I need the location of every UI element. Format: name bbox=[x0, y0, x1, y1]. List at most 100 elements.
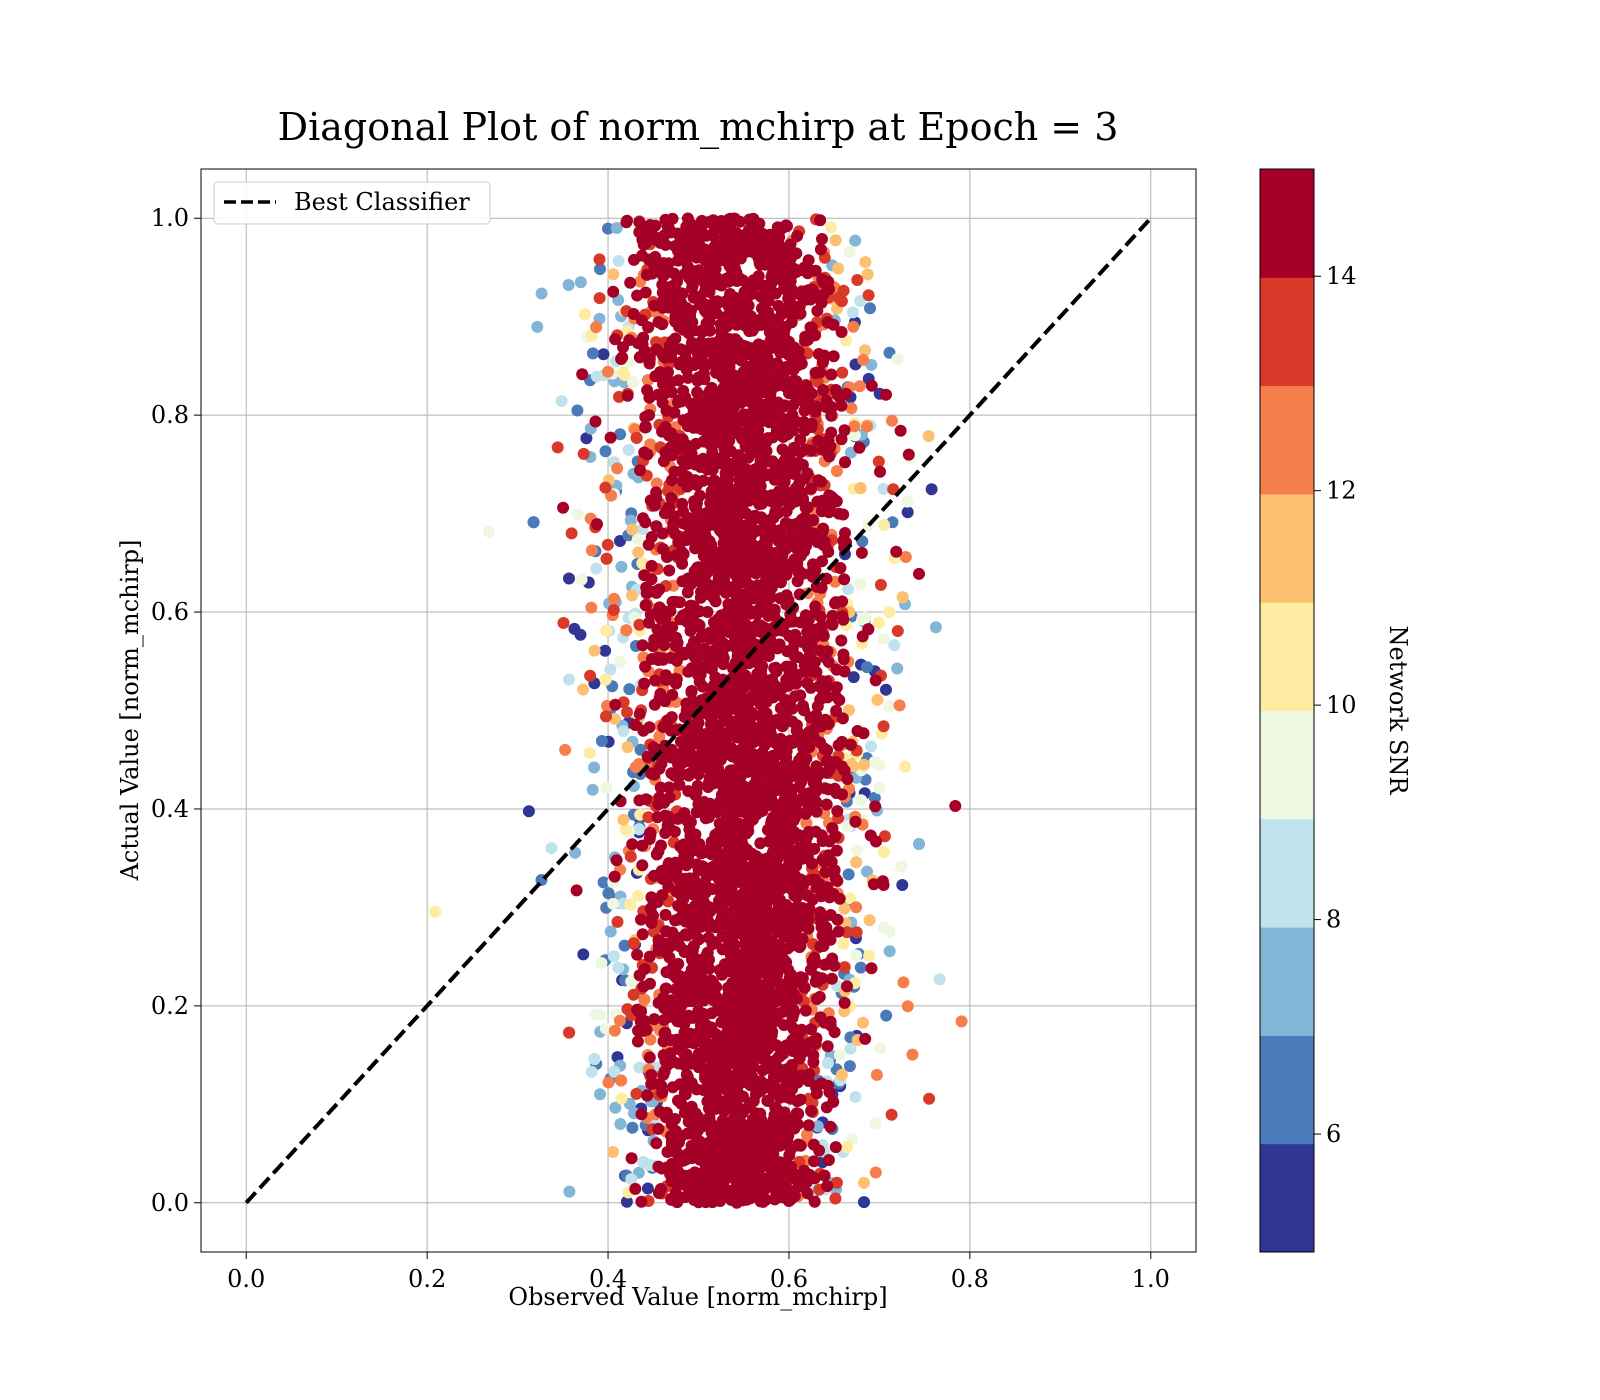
scatter-point bbox=[617, 341, 629, 354]
scatter-point bbox=[791, 1118, 804, 1131]
scatter-point bbox=[803, 741, 816, 754]
scatter-point bbox=[901, 1000, 914, 1013]
scatter-point bbox=[834, 562, 847, 574]
scatter-point bbox=[702, 578, 715, 591]
scatter-point bbox=[649, 370, 662, 383]
scatter-point bbox=[770, 770, 783, 782]
scatter-point bbox=[701, 729, 714, 742]
scatter-point bbox=[565, 527, 578, 540]
scatter-point bbox=[890, 545, 903, 558]
scatter-point bbox=[791, 726, 804, 739]
scatter-point bbox=[847, 320, 860, 333]
scatter-point bbox=[664, 376, 677, 389]
scatter-point bbox=[877, 720, 890, 733]
scatter-point bbox=[609, 698, 622, 711]
scatter-point bbox=[591, 518, 603, 531]
scatter-point bbox=[796, 567, 809, 580]
scatter-point bbox=[858, 1196, 870, 1209]
scatter-point bbox=[807, 1049, 820, 1062]
scatter-point bbox=[665, 492, 678, 504]
scatter-point bbox=[865, 740, 877, 753]
scatter-point bbox=[602, 887, 615, 900]
scatter-point bbox=[639, 225, 652, 238]
scatter-point bbox=[522, 805, 535, 818]
scatter-point bbox=[842, 868, 855, 881]
scatter-point bbox=[843, 245, 856, 258]
scatter-point bbox=[649, 674, 662, 687]
scatter-point bbox=[794, 1069, 807, 1082]
scatter-point bbox=[682, 327, 695, 340]
scatter-point bbox=[784, 876, 797, 889]
scatter-point bbox=[585, 601, 598, 614]
scatter-point bbox=[576, 368, 589, 381]
scatter-point bbox=[748, 1080, 761, 1093]
scatter-point bbox=[559, 743, 572, 756]
scatter-point bbox=[636, 639, 649, 652]
scatter-point bbox=[563, 673, 575, 686]
scatter-point bbox=[818, 1169, 831, 1182]
scatter-point bbox=[925, 483, 938, 496]
scatter-point bbox=[622, 444, 635, 456]
scatter-point bbox=[723, 434, 736, 447]
scatter-point bbox=[699, 304, 711, 317]
scatter-point bbox=[821, 316, 834, 329]
scatter-point bbox=[625, 1173, 638, 1186]
scatter-point bbox=[811, 304, 824, 317]
scatter-point bbox=[668, 825, 681, 838]
scatter-point bbox=[678, 946, 691, 958]
scatter-point bbox=[872, 616, 885, 629]
scatter-point bbox=[789, 671, 802, 684]
scatter-point bbox=[855, 794, 868, 807]
scatter-point bbox=[869, 800, 882, 813]
scatter-point bbox=[877, 632, 890, 645]
scatter-point bbox=[677, 384, 690, 397]
scatter-point bbox=[590, 562, 603, 575]
scatter-point bbox=[626, 589, 638, 602]
scatter-point bbox=[868, 756, 881, 768]
scatter-point bbox=[631, 948, 644, 961]
scatter-point bbox=[640, 793, 653, 806]
scatter-point bbox=[621, 741, 634, 754]
scatter-point bbox=[859, 256, 872, 269]
scatter-point bbox=[588, 1053, 601, 1065]
scatter-point bbox=[901, 506, 914, 519]
scatter-point bbox=[748, 589, 761, 602]
scatter-point bbox=[769, 287, 782, 300]
scatter-point bbox=[666, 474, 678, 487]
scatter-point bbox=[809, 721, 822, 734]
scatter-point bbox=[722, 694, 735, 707]
scatter-point bbox=[708, 296, 720, 309]
scatter-point bbox=[764, 758, 777, 771]
scatter-point bbox=[801, 1187, 814, 1200]
scatter-point bbox=[799, 334, 811, 347]
scatter-point bbox=[624, 276, 637, 289]
scatter-point bbox=[901, 495, 914, 508]
scatter-point bbox=[668, 267, 681, 280]
scatter-point bbox=[580, 432, 593, 445]
scatter-point bbox=[784, 518, 797, 531]
scatter-point bbox=[816, 555, 828, 568]
scatter-point bbox=[797, 704, 810, 717]
scatter-point bbox=[634, 464, 646, 477]
scatter-point bbox=[709, 936, 722, 949]
scatter-point bbox=[658, 1065, 671, 1078]
scatter-point bbox=[600, 781, 613, 794]
scatter-point bbox=[648, 869, 661, 882]
scatter-point bbox=[802, 284, 815, 297]
scatter-point bbox=[851, 725, 864, 737]
scatter-point bbox=[729, 978, 742, 991]
scatter-point bbox=[645, 559, 658, 572]
scatter-point bbox=[813, 990, 826, 1003]
scatter-point bbox=[656, 286, 669, 299]
scatter-point bbox=[754, 625, 767, 638]
scatter-point bbox=[795, 357, 808, 370]
scatter-point bbox=[611, 462, 624, 475]
scatter-point bbox=[746, 1015, 759, 1028]
scatter-point bbox=[841, 980, 853, 993]
scatter-point bbox=[623, 683, 636, 696]
scatter-point bbox=[846, 306, 859, 319]
scatter-point bbox=[836, 366, 849, 379]
scatter-point bbox=[557, 501, 570, 514]
scatter-point bbox=[681, 738, 693, 751]
scatter-point bbox=[767, 1016, 780, 1029]
